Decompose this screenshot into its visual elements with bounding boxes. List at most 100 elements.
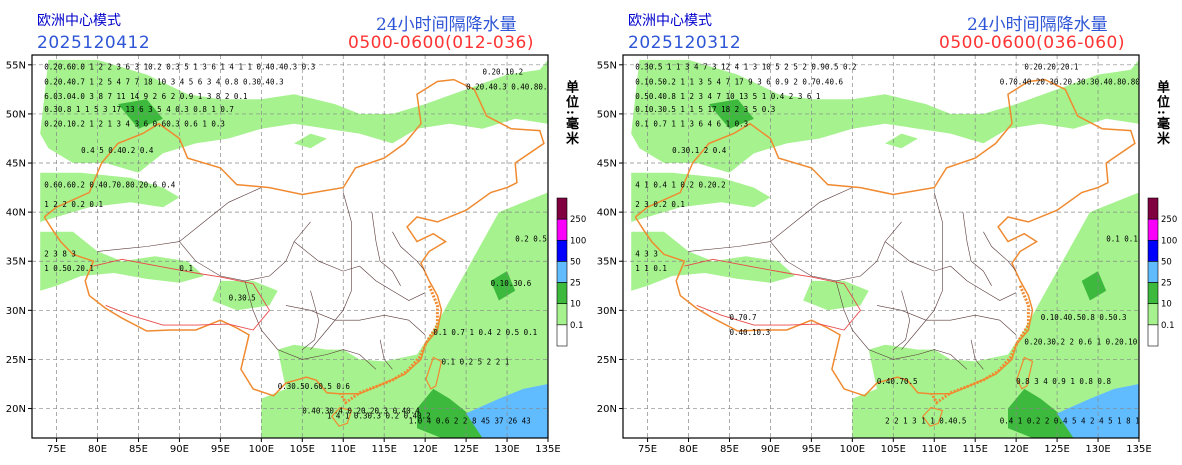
precip-value-label: 0.20.40.3 0.40.80.50.4	[466, 82, 566, 91]
model-title: 欧洲中心模式	[628, 13, 712, 29]
y-tick-label: 20N	[6, 404, 26, 415]
x-tick-label: 110E	[922, 444, 947, 455]
unit-label: 单位:毫米	[563, 80, 578, 147]
product-title: 24小时间隔降水量	[967, 15, 1108, 35]
precip-value-label: 1 1 0.1	[635, 264, 667, 273]
y-tick-label: 45N	[6, 159, 26, 170]
init-time: 2025120412	[37, 33, 151, 53]
legend-label: 10	[1161, 300, 1172, 310]
x-tick-label: 125E	[1044, 444, 1069, 455]
legend-swatch	[1147, 303, 1159, 326]
y-tick-label: 30N	[597, 306, 617, 317]
precip-shading	[631, 59, 1139, 438]
precip-value-label: 2 3 8 3	[44, 249, 76, 258]
precip-shading	[40, 59, 548, 438]
legend-swatch	[1147, 218, 1159, 241]
province-border	[893, 290, 911, 350]
x-tick-label: 75E	[47, 444, 66, 455]
precip-value-label: 0.30.50.60.5 0.6	[278, 382, 351, 391]
precip-area-light	[294, 133, 327, 149]
province-border	[179, 221, 311, 282]
national-border	[43, 78, 545, 397]
province-border	[285, 305, 426, 336]
precip-value-label: 0.20.10.2 1 2 1 3 4 3 6 0.60.3 0.6 1 0.3	[44, 120, 225, 129]
graticule	[32, 55, 548, 438]
precip-value-label: 0.50.40.8 1 2 3 4 7 10 13 5 1 0.4 2 3 6 …	[635, 92, 820, 101]
precip-value-label: 1 4 1 0.30.3 0.2 0.40.2	[327, 411, 431, 420]
x-tick-label: 110E	[331, 444, 356, 455]
province-border	[302, 290, 320, 350]
precip-value-label: 0.30.8 1 1 5 3 17 13 6 3 5 4 0.3 0.8 1 0…	[44, 105, 234, 114]
legend-label: 100	[570, 236, 586, 246]
legend-label: 0.1	[570, 321, 584, 331]
precip-value-label: 0.20.20.20.1	[1024, 63, 1078, 72]
precip-value-label: 0.60.60.2 0.40.70.80.20.6 0.4	[44, 181, 175, 190]
precip-value-label: 0.10.50.2 1 1 3 5 4 7 17 9 3 6 0.9 2 0.7…	[635, 77, 843, 86]
hainan-border	[331, 406, 353, 427]
y-tick-label: 50N	[6, 109, 26, 120]
precip-value-label: 2 2 1 3 1 1 0.40.5	[885, 416, 966, 425]
legend-swatch	[1147, 197, 1159, 220]
x-tick-label: 105E	[881, 444, 906, 455]
legend-label: 50	[1161, 257, 1172, 267]
axes: 75E 80E 85E 90E 95E 100E 105E 110E 115E 120E 125E 1…	[6, 60, 561, 455]
legend: 0.1 10 25 50 100 250	[556, 197, 586, 347]
x-tick-label: 115E	[371, 444, 396, 455]
x-tick-label: 80E	[88, 444, 107, 455]
legend-swatch	[1147, 282, 1159, 305]
precip-value-label: 0.2 0.5 1 3	[515, 235, 565, 244]
province-border	[876, 305, 1017, 336]
x-tick-label: 90E	[170, 444, 189, 455]
precip-value-label: 4 1 0.4 1 0.2 0.20.2	[635, 181, 725, 190]
province-border	[970, 339, 984, 370]
precip-value-label: 0.70.7	[729, 313, 756, 322]
precip-values: 0.30.5 1 1 3 4 7 3 12 4 1 3 10 5 2 5 2 0…	[635, 63, 1139, 426]
product-title: 24小时间隔降水量	[376, 15, 517, 35]
province-border	[962, 212, 992, 286]
x-tick-label: 95E	[211, 444, 230, 455]
precip-value-label: 0.10.40.50.8 0.50.3	[1041, 313, 1127, 322]
precip-value-label: 0.20.40.7 1 2 5 4 7 7 18 10 3 4 5 6 3 4 …	[44, 77, 283, 86]
precip-value-label: 0.40.70.5	[877, 377, 918, 386]
national-border	[634, 78, 1136, 397]
y-tick-label: 20N	[597, 404, 617, 415]
legend-label: 0.1	[1161, 321, 1175, 331]
y-tick-label: 35N	[597, 257, 617, 268]
x-tick-label: 120E	[412, 444, 437, 455]
legend-swatch	[556, 324, 568, 347]
taiwan-border	[1016, 356, 1034, 390]
precip-value-label: 0.1 0.7 1 1 3 6 4 6 1 0.3	[635, 120, 748, 129]
precip-values: 0.20.60.0 1 2 2 3 6 3 10.2 0.3 5 1 3 6 1…	[44, 63, 566, 426]
precip-area-light	[261, 192, 548, 438]
legend-label: 25	[570, 279, 581, 289]
precip-value-label: 1 2 2 0.2 0.1	[44, 200, 103, 209]
x-tick-label: 95E	[802, 444, 821, 455]
init-time: 2025120312	[628, 33, 742, 53]
precip-value-label: 0.40.10.3	[729, 328, 770, 337]
legend-swatch	[556, 197, 568, 220]
province-border	[983, 231, 1017, 272]
precip-value-label: 0.40.30.4 0.20.20.3 0.40.4	[302, 406, 420, 415]
y-tick-label: 25N	[597, 355, 617, 366]
legend-swatch	[556, 261, 568, 283]
unit-label: 单位:毫米	[1154, 80, 1169, 147]
x-tick-label: 135E	[1126, 444, 1151, 455]
precip-value-label: 0.20.10.2	[482, 68, 523, 77]
x-tick-label: 120E	[1003, 444, 1028, 455]
x-tick-label: 85E	[129, 444, 148, 455]
taiwan-border	[425, 356, 443, 390]
legend-swatch	[1147, 239, 1159, 262]
y-tick-label: 45N	[597, 159, 617, 170]
province-border	[901, 192, 943, 350]
province-border	[392, 231, 426, 272]
precip-area-light	[885, 133, 918, 149]
borders	[43, 78, 545, 427]
borders	[634, 78, 1136, 427]
valid-range: 0500-0600(036-060)	[939, 33, 1125, 53]
y-tick-label: 50N	[597, 109, 617, 120]
legend-label: 250	[570, 215, 586, 225]
x-tick-label: 105E	[290, 444, 315, 455]
map-panel-right: 欧洲中心模式 2025120312 24小时间隔降水量 0500-0600(03…	[591, 0, 1182, 465]
province-border	[835, 280, 968, 370]
precip-area-light	[631, 59, 1139, 173]
